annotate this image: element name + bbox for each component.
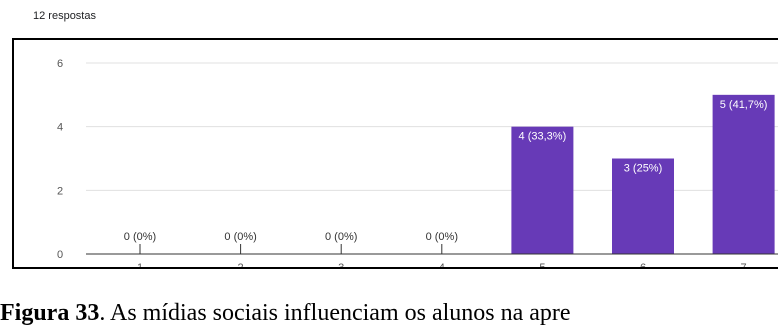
bar (511, 126, 574, 254)
x-tick-label: 2 (238, 262, 244, 269)
bar (712, 94, 775, 254)
x-tick-label: 1 (137, 262, 143, 269)
x-tick-label: 3 (338, 262, 344, 269)
figure-caption-label: Figura 33 (0, 300, 100, 326)
bar-chart: 0 2 4 6 0 (0%) 1 0 (0%) 2 0 (0%) 3 0 (0%) 4 4 (33,3%… (57, 58, 778, 269)
y-tick-label: 0 (57, 249, 63, 261)
bar (612, 158, 674, 254)
data-label: 0 (0%) (224, 231, 256, 243)
chart-frame: 0 2 4 6 0 (0%) 1 0 (0%) 2 0 (0%) 3 0 (0%) 4 4 (33,3%… (12, 38, 778, 269)
y-tick-label: 4 (57, 122, 63, 134)
y-tick-label: 6 (57, 58, 63, 70)
y-tick-label: 2 (57, 185, 63, 197)
x-tick-label: 5 (539, 262, 545, 269)
x-tick-label: 7 (741, 262, 747, 269)
data-label: 4 (33,3%) (519, 131, 567, 143)
data-label: 0 (0%) (124, 231, 156, 243)
x-tick-label: 6 (640, 262, 646, 269)
data-label: 0 (0%) (325, 231, 357, 243)
data-label: 3 (25%) (624, 163, 663, 175)
x-tick-label: 4 (439, 262, 445, 269)
figure-caption: Figura 33. As mídias sociais influenciam… (0, 300, 571, 327)
data-label: 0 (0%) (426, 231, 458, 243)
data-label: 5 (41,7%) (720, 99, 768, 111)
figure-caption-text: . As mídias sociais influenciam os aluno… (99, 300, 571, 326)
response-count: 12 respostas (33, 10, 96, 22)
